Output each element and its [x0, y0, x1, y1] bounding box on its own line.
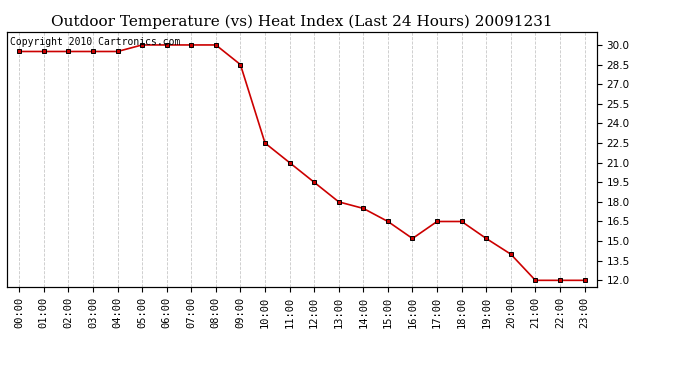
Text: Copyright 2010 Cartronics.com: Copyright 2010 Cartronics.com	[10, 37, 180, 47]
Title: Outdoor Temperature (vs) Heat Index (Last 24 Hours) 20091231: Outdoor Temperature (vs) Heat Index (Las…	[51, 15, 553, 29]
